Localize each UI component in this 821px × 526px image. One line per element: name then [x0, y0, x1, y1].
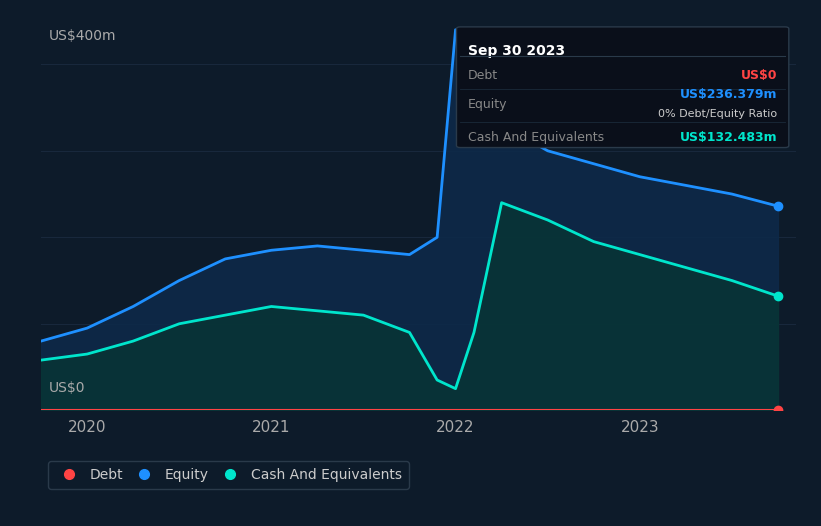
- Text: 0% Debt/Equity Ratio: 0% Debt/Equity Ratio: [658, 109, 777, 119]
- Text: US$0: US$0: [741, 69, 777, 82]
- Text: US$0: US$0: [48, 381, 85, 394]
- Legend: Debt, Equity, Cash And Equivalents: Debt, Equity, Cash And Equivalents: [48, 461, 409, 489]
- Text: US$236.379m: US$236.379m: [680, 88, 777, 102]
- Text: Cash And Equivalents: Cash And Equivalents: [468, 132, 604, 144]
- Text: US$400m: US$400m: [48, 29, 116, 43]
- Text: Equity: Equity: [468, 98, 507, 111]
- Text: Debt: Debt: [468, 69, 498, 82]
- Text: US$132.483m: US$132.483m: [680, 132, 777, 144]
- Text: Sep 30 2023: Sep 30 2023: [468, 44, 565, 58]
- FancyBboxPatch shape: [456, 27, 789, 147]
